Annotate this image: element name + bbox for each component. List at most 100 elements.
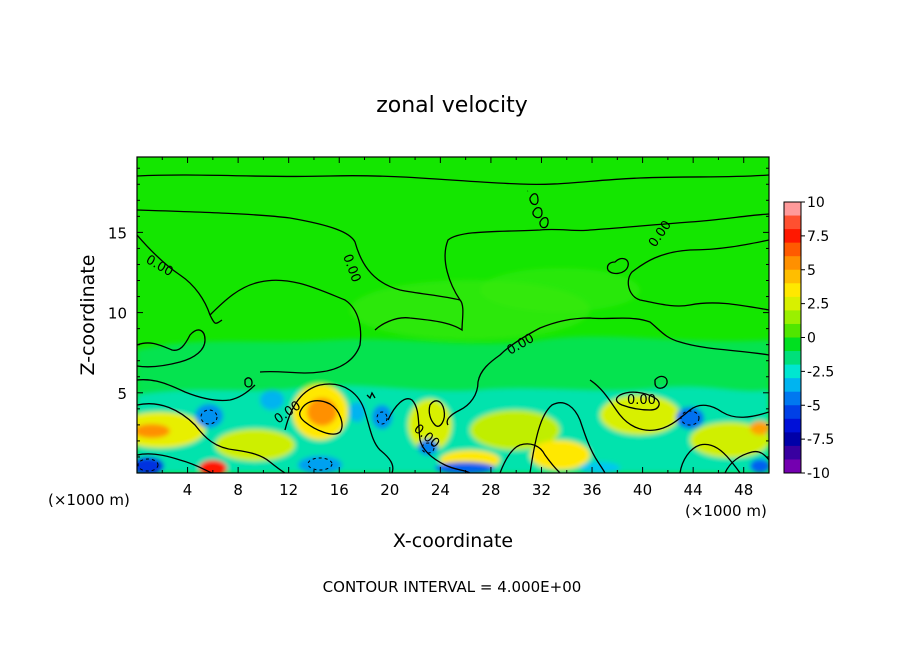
contour-line [724,450,769,473]
contour-line [137,174,769,186]
negative-contour [200,409,218,425]
negative-contour [137,458,159,472]
colorbar-swatch [784,202,801,217]
x-tick-label: 24 [431,481,450,499]
field-blob [307,398,337,426]
y-axis-label: Z-coordinate [77,255,99,376]
colorbar-swatch [784,378,801,393]
x-tick-label: 16 [330,481,349,499]
colorbar-tick-label: -7.5 [807,432,834,448]
field-blob [600,395,680,435]
field-blob [349,402,365,422]
negative-contour [421,442,435,454]
x-unit-label: (×1000 m) [48,491,130,509]
colorbar-swatch [784,296,801,311]
velocity-field-blobs [137,268,769,473]
field-blob [372,405,392,429]
negative-contour [307,457,333,471]
x-axis-ticks: 4 8 12 16 20 24 28 32 36 40 44 48 [161,157,753,499]
contour-line [366,391,376,400]
negative-contours [137,409,700,472]
contour-line [532,206,543,219]
x-tick-label: 28 [481,481,500,499]
x-tick-label: 8 [233,481,243,499]
colorbar-swatch [784,283,801,298]
colorbar-swatch [784,215,801,230]
colorbar-swatch [784,459,801,474]
contour-line [529,402,606,473]
contour-line [428,400,446,427]
field-blob [215,429,295,461]
contour-line [446,317,769,426]
contour-line [137,379,256,402]
contour-line [679,443,741,473]
field-blob [750,421,769,435]
contour-label: 0.00 [526,190,529,193]
field-blob [690,422,769,458]
contour-line [539,216,549,229]
negative-contour [376,411,388,425]
colorbar-tick-label: 7.5 [807,229,829,245]
contour-line [615,391,660,411]
contour-line [137,329,206,368]
field-blob [408,399,452,451]
contour-line [284,383,394,473]
contour-lines [137,174,769,473]
contour-line [209,279,362,374]
field-blob [750,459,769,473]
colorbar-swatch [784,310,801,325]
colorbar-swatch [784,256,801,271]
plot-frame [136,156,770,474]
colorbar-swatch [784,323,801,338]
x-tick-label: 4 [183,481,193,499]
heatmap-field: 0.00 0.00 0.00 0.00 0.00 0.00 0.00 0.00 [137,157,769,473]
field-blob [137,412,205,448]
colorbar-tick-label: 5 [807,263,816,279]
x-tick-label: 12 [279,481,298,499]
chart-title: zonal velocity [376,93,528,118]
contour-line [589,379,769,431]
colorbar-swatch [784,269,801,284]
field-blob [480,268,640,312]
contour-line [137,453,213,473]
field-blob [470,410,560,450]
x-tick-label: 36 [582,481,601,499]
x-tick-label: 20 [380,481,399,499]
negative-contour [680,410,700,426]
colorbar-swatch [784,337,801,352]
colorbar-swatch [784,364,801,379]
colorbar-swatch [784,405,801,420]
field-blob [298,456,342,473]
y-axis-ticks: 5 10 15 [108,167,769,458]
colorbar-swatch [784,351,801,366]
colorbar-swatch [784,432,801,447]
contour-line [244,377,253,388]
field-blob [676,407,704,429]
field-blob [435,462,495,473]
contour-line [529,193,539,206]
contour-interval-label: CONTOUR INTERVAL = 4.000E+00 [323,578,582,596]
colorbar-swatch [784,445,801,460]
colorbar-tick-label: -10 [807,466,830,482]
y-tick-label: 15 [108,224,127,242]
field-blob [137,424,170,438]
colorbar-tick-label: 2.5 [807,297,829,313]
field-blob [195,404,223,428]
field-blob [530,440,590,470]
colorbar: 10 7.5 5 2.5 0 -2.5 -5 -7.5 -10 [783,195,834,482]
field-blob [137,457,164,473]
contour-line [137,209,464,332]
field-blob [260,390,284,410]
x-tick-label: 32 [532,481,551,499]
contour-line [444,213,769,301]
x-tick-label: 48 [734,481,753,499]
y-tick-label: 5 [117,385,127,403]
contour-label: 0.00 [627,393,656,408]
contour-line [606,257,629,275]
x-axis-label: X-coordinate [393,530,513,552]
colorbar-tick-label: 0 [807,331,816,347]
contour-line [654,375,668,389]
field-blob [580,462,620,473]
contour-line [299,400,343,435]
